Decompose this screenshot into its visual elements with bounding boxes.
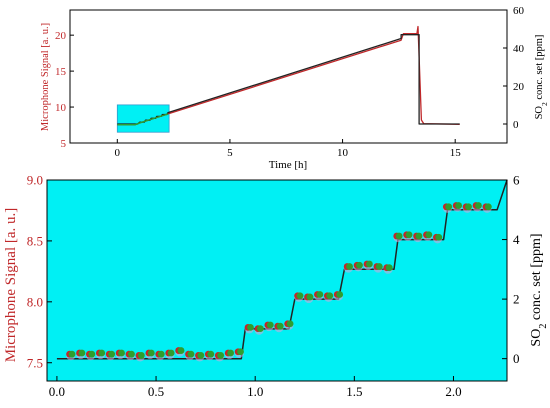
overview-right-label-post: conc. set [ppm] (534, 35, 545, 103)
data-point (276, 322, 284, 330)
left-y-tick-label: 9.0 (27, 173, 43, 188)
data-point (484, 203, 492, 211)
data-point (98, 349, 106, 357)
zoomed-left-y-ticks: 7.5 8.0 8.5 9.0 (27, 173, 52, 370)
right-y-tick-label: 4 (513, 232, 520, 247)
zoomed-left-y-axis-label: Microphone Signal [a. u.] (3, 208, 19, 363)
data-point (217, 352, 225, 359)
zoomed-series-group (56, 179, 508, 362)
zoomed-right-y-ticks: 0 2 4 6 (502, 173, 520, 366)
zoomed-right-y-axis-label: SO2 conc. set [ppm] (529, 233, 549, 346)
right-y-tick-label: 6 (513, 173, 520, 188)
overview-left-y-axis-label: Microphone Signal [a. u.] (40, 23, 51, 131)
overview-right-y-axis-label: SO2 conc. set [ppm] (534, 35, 549, 120)
data-point (157, 350, 165, 358)
data-point (395, 232, 403, 240)
zoomed-x-ticks: 0.0 0.5 1.0 1.5 2.0 (49, 376, 462, 399)
data-point (326, 292, 334, 300)
data-point (316, 291, 324, 298)
data-point (346, 263, 353, 270)
right-y-tick-label: 0 (513, 119, 519, 131)
x-tick-label: 0.0 (49, 384, 65, 399)
x-tick-label: 0 (115, 147, 121, 159)
data-point (336, 291, 344, 298)
data-point (237, 348, 244, 356)
zoomed-plot-area (47, 180, 507, 381)
data-point (78, 349, 86, 357)
data-point (137, 352, 145, 359)
overview-series-group (117, 25, 460, 126)
left-y-tick-label: 8.5 (27, 233, 43, 248)
overview-left-y-ticks: 5 10 15 20 (55, 30, 74, 150)
data-point (475, 202, 482, 209)
zoomed-right-label-pre: SO (529, 329, 544, 347)
data-point (356, 261, 363, 269)
left-y-tick-label: 15 (55, 66, 67, 78)
data-point (405, 231, 413, 239)
x-tick-label: 1.0 (247, 384, 263, 399)
data-point (256, 325, 264, 333)
data-point (435, 233, 443, 241)
data-point (147, 349, 155, 357)
data-point (68, 350, 76, 358)
zoomed-plot-frame (46, 179, 508, 382)
data-point (88, 350, 96, 358)
right-y-tick-label: 2 (513, 292, 520, 307)
data-point (445, 203, 453, 211)
data-point (455, 202, 463, 209)
zoomed-chart: 0.0 0.5 1.0 1.5 2.0 7.5 8.0 8.5 9.0 0 2 4 6 Microp… (3, 173, 549, 399)
data-point (128, 350, 135, 358)
zoomed-right-label-post: conc. set [ppm] (529, 233, 544, 323)
data-point (366, 260, 373, 268)
x-tick-label: 2.0 (445, 384, 461, 399)
zoomed-right-label-sub: 2 (538, 324, 549, 329)
data-point (108, 350, 116, 358)
data-point (286, 320, 294, 328)
overview-x-ticks: 0 5 10 15 (115, 139, 462, 159)
x-tick-label: 1.5 (346, 384, 362, 399)
left-y-tick-label: 20 (55, 30, 67, 42)
overview-right-y-ticks: 0 20 40 60 (503, 5, 525, 131)
data-point (177, 347, 185, 354)
right-y-tick-label: 60 (513, 5, 525, 17)
data-point (118, 349, 125, 357)
data-point (385, 264, 393, 272)
x-tick-label: 10 (337, 147, 349, 159)
overview-x-axis-label: Time [h] (269, 159, 307, 171)
data-point (266, 321, 274, 329)
data-point (375, 263, 383, 270)
data-point (296, 292, 304, 300)
right-y-tick-label: 40 (513, 43, 525, 55)
left-y-tick-label: 5 (61, 138, 67, 150)
left-y-tick-label: 10 (55, 102, 67, 114)
data-point (187, 350, 195, 358)
overview-right-label-pre: SO (534, 106, 545, 120)
data-point (425, 231, 433, 239)
overview-plot-frame (69, 9, 508, 144)
overview-right-label-sub: 2 (540, 102, 549, 106)
series-line-green-overlay (117, 113, 169, 126)
data-point (465, 203, 472, 211)
right-y-tick-label: 0 (513, 351, 520, 366)
overview-chart: 0 5 10 15 5 10 15 20 0 20 40 60 Time [h] Micropho… (40, 5, 549, 171)
data-point (306, 293, 314, 301)
data-point (227, 349, 235, 357)
data-point (247, 324, 254, 331)
data-point (415, 232, 423, 240)
right-y-tick-label: 20 (513, 81, 525, 93)
zoom-region-highlight (116, 104, 170, 133)
data-point (207, 350, 215, 358)
x-tick-label: 0.5 (148, 384, 164, 399)
x-tick-label: 15 (450, 147, 462, 159)
data-point (167, 349, 175, 357)
left-y-tick-label: 7.5 (27, 355, 43, 370)
x-tick-label: 5 (227, 147, 233, 159)
data-point (197, 352, 205, 359)
left-y-tick-label: 8.0 (27, 294, 43, 309)
